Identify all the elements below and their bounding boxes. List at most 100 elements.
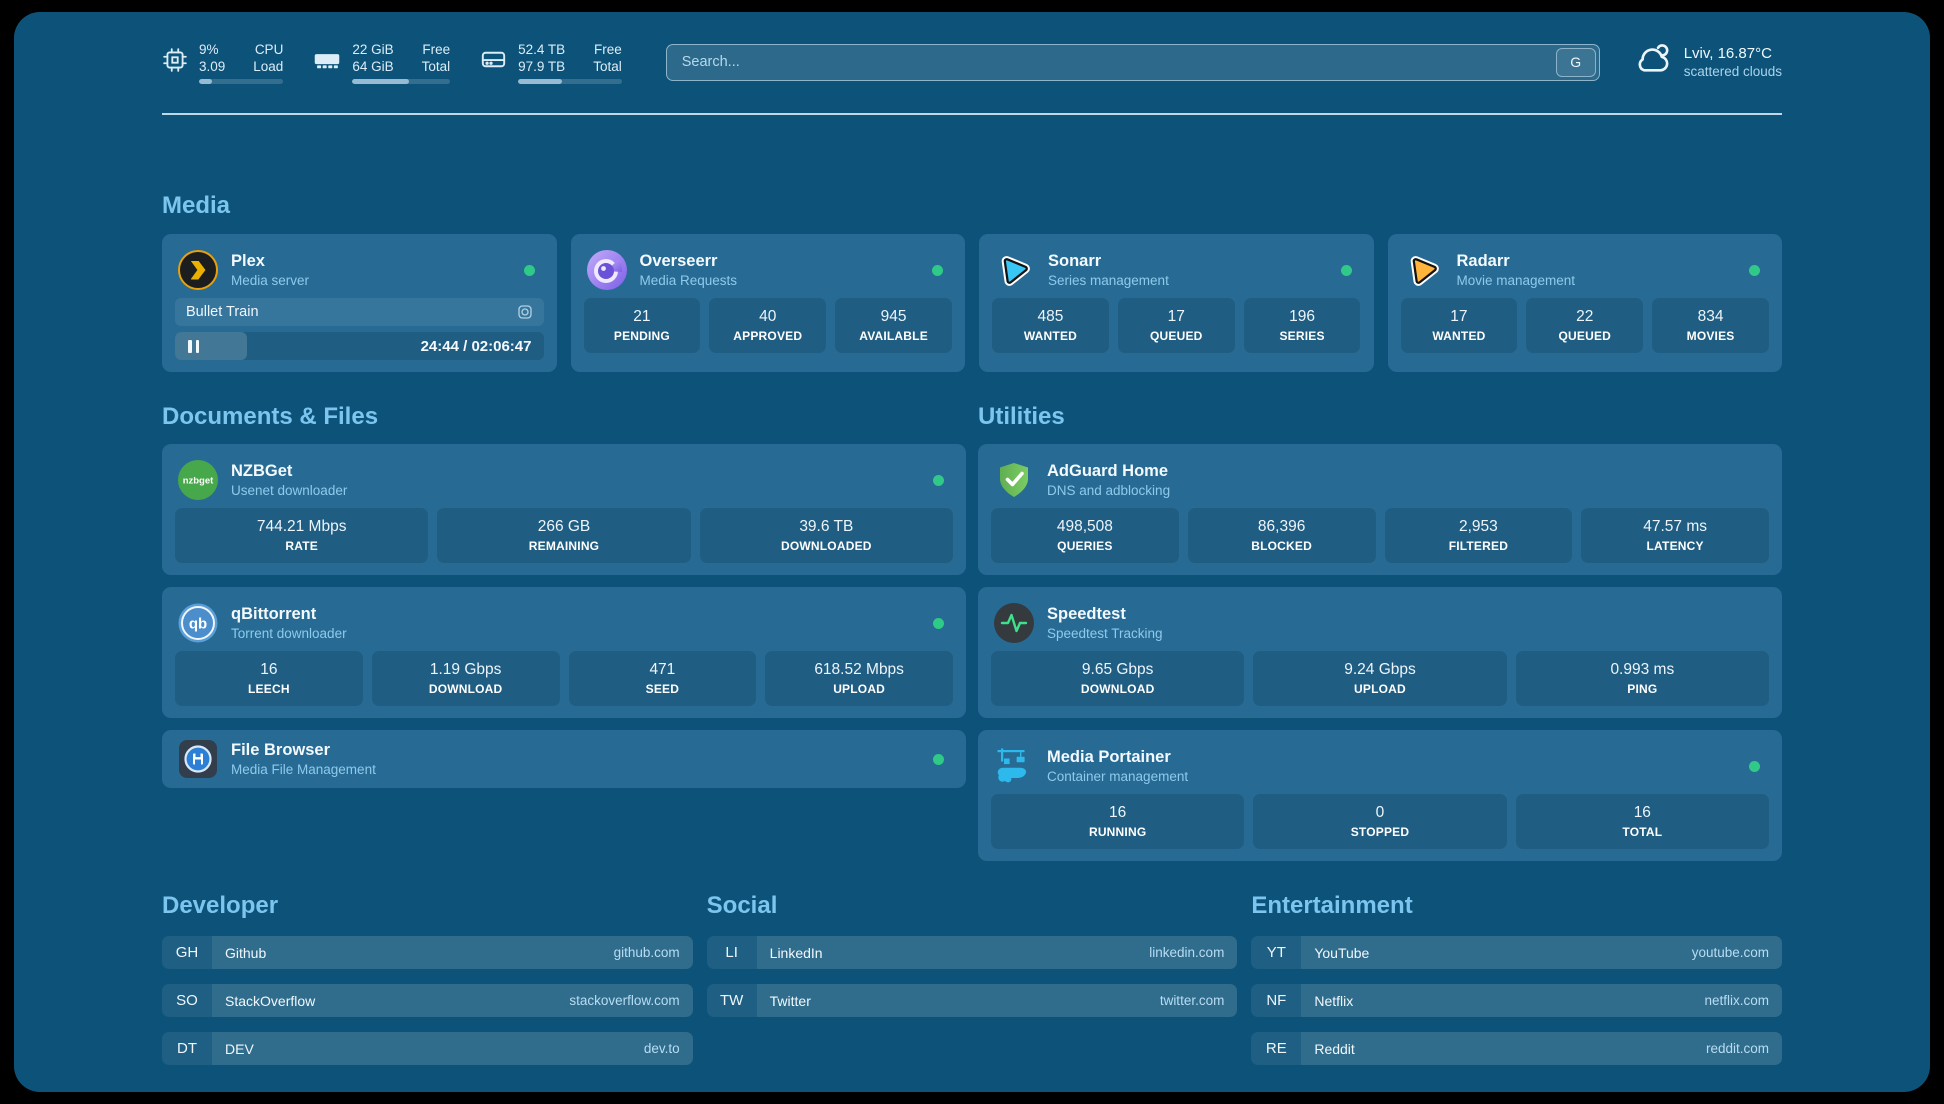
stat-label: STOPPED <box>1350 825 1410 839</box>
memory-icon <box>313 46 341 79</box>
nzbget-icon: nzbget <box>178 460 218 500</box>
bookmark-abbr: RE <box>1251 1032 1302 1065</box>
sonarr-icon <box>995 250 1035 290</box>
pause-icon[interactable] <box>188 339 199 353</box>
stat-label: LEECH <box>248 682 290 696</box>
cloud-icon <box>1634 41 1671 83</box>
stat-tile: 0.993 ms PING <box>1515 651 1769 706</box>
service-subtitle: Series management <box>1048 273 1169 288</box>
service-name: Plex <box>231 252 265 270</box>
stat-label: QUEUED <box>1558 329 1612 343</box>
stat-value: 0 <box>1375 804 1385 821</box>
service-card-adguard[interactable]: AdGuard Home DNS and adblocking 498,508 … <box>978 444 1782 575</box>
status-dot <box>523 264 535 276</box>
bookmark-row-youtube[interactable]: YT YouTube youtube.com <box>1251 936 1782 969</box>
service-card-qbittorrent[interactable]: qb qBittorrent Torrent downloader 16 LEE… <box>162 587 966 718</box>
player-progress <box>175 332 247 360</box>
disk-total-label: Total <box>593 58 622 74</box>
disk-icon <box>480 46 507 78</box>
bookmark-abbr: DT <box>162 1032 212 1065</box>
stat-tile: 2,953 FILTERED <box>1384 508 1573 563</box>
service-card-speedtest[interactable]: Speedtest Speedtest Tracking 9.65 Gbps D… <box>978 587 1782 718</box>
bookmark-group-social: Social LI LinkedIn linkedin.com TW Twitt… <box>706 891 1238 1017</box>
stat-value: 16 <box>260 661 278 678</box>
memory-total-value: 64 GiB <box>352 58 394 74</box>
stat-value: 17 <box>1167 308 1185 325</box>
stat-tile: 498,508 QUERIES <box>991 508 1179 563</box>
service-name: File Browser <box>231 741 331 759</box>
stat-value: 16 <box>1633 804 1651 821</box>
section-title-social: Social <box>706 892 778 919</box>
stat-tile: 471 SEED <box>568 651 757 706</box>
stat-value: 266 GB <box>537 518 591 535</box>
stat-tile: 16 LEECH <box>175 651 363 706</box>
stat-label: UPLOAD <box>833 682 886 696</box>
disk-free-label: Free <box>593 41 622 57</box>
bookmark-abbr: GH <box>162 936 212 969</box>
bookmark-row-stackoverflow[interactable]: SO StackOverflow stackoverflow.com <box>162 984 693 1017</box>
bookmark-abbr: LI <box>706 936 757 969</box>
bookmark-name: StackOverflow <box>225 992 316 1009</box>
disk-progress-bar <box>518 78 622 84</box>
status-dot <box>933 753 944 765</box>
stat-tile: 485 WANTED <box>992 298 1109 353</box>
stat-label: SEED <box>645 682 680 696</box>
stat-value: 22 <box>1576 308 1594 325</box>
stat-value: 834 <box>1697 308 1724 325</box>
view-icon <box>517 304 533 320</box>
bookmark-row-github[interactable]: GH Github github.com <box>162 936 693 969</box>
stat-value: 1.19 Gbps <box>429 661 502 678</box>
cpu-load-label: Load <box>253 58 284 74</box>
resource-widget-memory: 22 GiB Free 64 GiB Total <box>313 41 451 84</box>
stat-label: AVAILABLE <box>859 329 928 343</box>
bookmark-name: Twitter <box>769 992 811 1009</box>
service-subtitle: Media server <box>231 273 310 288</box>
bookmark-row-linkedin[interactable]: LI LinkedIn linkedin.com <box>706 936 1238 969</box>
stat-label: WANTED <box>1432 329 1486 343</box>
stat-value: 498,508 <box>1056 518 1113 535</box>
memory-progress-bar <box>352 78 451 84</box>
status-dot <box>932 264 943 276</box>
search-provider-button[interactable]: G <box>1555 47 1596 77</box>
stat-label: REMAINING <box>528 539 600 553</box>
bookmark-row-twitter[interactable]: TW Twitter twitter.com <box>706 984 1238 1017</box>
service-card-portainer[interactable]: Media Portainer Container management 16 … <box>978 730 1782 861</box>
radarr-icon <box>1404 250 1444 290</box>
bookmark-domain: netflix.com <box>1704 993 1769 1008</box>
search-input[interactable] <box>665 43 1600 81</box>
stat-tile: 86,396 BLOCKED <box>1187 508 1376 563</box>
bookmark-row-netflix[interactable]: NF Netflix netflix.com <box>1251 984 1782 1017</box>
service-card-sonarr[interactable]: Sonarr Series management 485 WANTED 17 Q… <box>979 234 1374 372</box>
now-playing-title: Bullet Train <box>186 304 259 320</box>
service-name: Sonarr <box>1048 252 1102 270</box>
stat-value: 21 <box>633 308 651 325</box>
bookmark-row-reddit[interactable]: RE Reddit reddit.com <box>1251 1032 1782 1065</box>
bookmark-row-dev[interactable]: DT DEV dev.to <box>162 1032 693 1065</box>
stat-value: 86,396 <box>1257 518 1306 535</box>
stat-tile: 21 PENDING <box>583 298 701 353</box>
service-card-radarr[interactable]: Radarr Movie management 17 WANTED 22 QUE… <box>1387 234 1782 372</box>
stat-label: RATE <box>285 539 318 553</box>
service-subtitle: Movie management <box>1456 273 1576 288</box>
disk-free-value: 52.4 TB <box>518 41 566 57</box>
service-card-plex[interactable]: Plex Media server Bullet Train 24:44 / <box>162 234 557 372</box>
stat-tile: 22 QUEUED <box>1526 298 1644 353</box>
weather-condition: scattered clouds <box>1683 63 1782 79</box>
bookmark-abbr: TW <box>706 984 757 1017</box>
stat-tile: 9.65 Gbps DOWNLOAD <box>991 651 1245 706</box>
bookmark-name: DEV <box>225 1040 254 1057</box>
cpu-usage-label: CPU <box>254 41 284 57</box>
weather-widget: Lviv, 16.87°C scattered clouds <box>1634 41 1782 83</box>
now-playing-row: Bullet Train <box>175 298 544 326</box>
header-divider <box>162 113 1782 115</box>
service-name: NZBGet <box>231 462 293 480</box>
service-card-nzbget[interactable]: nzbget NZBGet Usenet downloader 744.21 M… <box>162 444 966 575</box>
stat-label: PENDING <box>613 329 670 343</box>
stat-tile: 0 STOPPED <box>1253 794 1507 849</box>
service-subtitle: DNS and adblocking <box>1047 483 1171 498</box>
service-card-filebrowser[interactable]: File Browser Media File Management <box>162 730 966 788</box>
service-card-overseerr[interactable]: Overseerr Media Requests 21 PENDING 40 A… <box>570 234 965 372</box>
stat-value: 485 <box>1037 308 1064 325</box>
cpu-icon <box>162 47 188 78</box>
stat-tile: 1.19 Gbps DOWNLOAD <box>371 651 560 706</box>
